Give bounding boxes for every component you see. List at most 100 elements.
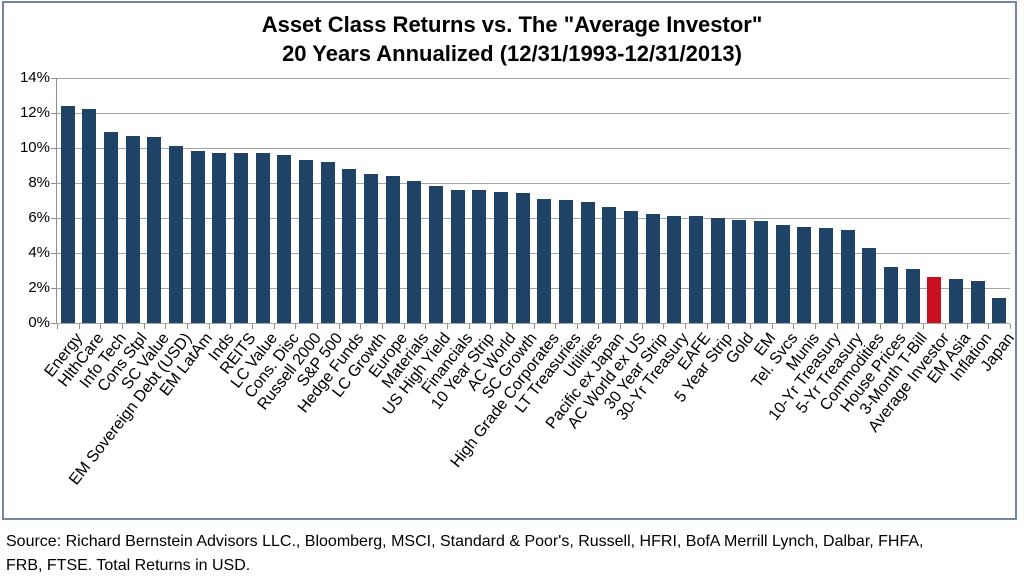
gridline [57,148,1010,149]
bar-15 [386,176,400,323]
source-note-line-2: FRB, FTSE. Total Returns in USD. [6,557,251,574]
x-axis-tick [967,324,968,329]
y-axis-tick-label: 12% [19,104,50,121]
bar-37 [862,248,876,323]
bar-24 [581,202,595,323]
x-axis-tick [447,324,448,329]
chart-title: Asset Class Returns vs. The "Average Inv… [261,12,763,37]
bar-22 [537,199,551,323]
bar-13 [342,169,356,323]
x-axis-tick [923,324,924,329]
bar-10 [277,155,291,323]
bar-8 [234,153,248,323]
x-axis-tick [555,324,556,329]
x-axis-tick [144,324,145,329]
chart-title-block: Asset Class Returns vs. The "Average Inv… [0,10,1024,68]
x-axis-tick [945,324,946,329]
bar-27 [646,214,660,323]
x-axis-tick [469,324,470,329]
x-axis-tick [512,324,513,329]
bar-20 [494,192,508,323]
bar-16 [407,181,421,323]
x-axis-tick [382,324,383,329]
bar-highlight-40 [927,277,941,323]
bar-31 [732,220,746,323]
y-axis-tick [51,183,57,184]
bar-26 [624,211,638,323]
bar-7 [212,153,226,323]
gridline [57,323,1010,324]
gridline [57,113,1010,114]
gridline [57,218,1010,219]
y-axis-tick-label: 2% [28,279,50,296]
bar-36 [841,230,855,323]
x-axis-tick [663,324,664,329]
bar-34 [797,227,811,323]
bar-4 [147,137,161,323]
bar-35 [819,228,833,323]
x-axis-tick [707,324,708,329]
bar-29 [689,216,703,323]
y-axis-tick [51,323,57,324]
y-axis-tick-label: 4% [28,244,50,261]
bar-42 [971,281,985,323]
bar-39 [906,269,920,323]
bar-2 [104,132,118,323]
x-axis-tick [988,324,989,329]
bar-30 [711,218,725,323]
x-axis-tick [274,324,275,329]
x-axis-tick [577,324,578,329]
x-axis-tick [837,324,838,329]
bar-1 [82,109,96,323]
y-axis-tick [51,218,57,219]
bar-28 [667,216,681,323]
x-axis-tick [57,324,58,329]
x-axis-tick [772,324,773,329]
x-axis-tick [685,324,686,329]
x-axis-tick [317,324,318,329]
gridline [57,78,1010,79]
x-axis-tick [100,324,101,329]
bar-11 [299,160,313,323]
y-axis-tick [51,113,57,114]
y-axis-tick [51,253,57,254]
x-axis-tick [404,324,405,329]
x-axis-tick [165,324,166,329]
x-axis-tick [750,324,751,329]
x-axis-tick [360,324,361,329]
y-axis-tick-label: 10% [19,139,50,156]
bar-5 [169,146,183,323]
chart-subtitle: 20 Years Annualized (12/31/1993-12/31/20… [282,41,742,66]
x-axis-tick [187,324,188,329]
gridline [57,253,1010,254]
x-axis-tick [295,324,296,329]
bar-41 [949,279,963,323]
x-axis-tick [252,324,253,329]
gridline [57,288,1010,289]
bar-14 [364,174,378,323]
x-axis-tick [642,324,643,329]
x-axis-tick [728,324,729,329]
y-axis-line [56,78,57,324]
bar-25 [602,207,616,323]
gridline [57,183,1010,184]
x-axis-tick [490,324,491,329]
x-axis-tick [880,324,881,329]
bar-9 [256,153,270,323]
bar-3 [126,136,140,323]
x-axis-tick [339,324,340,329]
bar-12 [321,162,335,323]
x-axis-tick [209,324,210,329]
y-axis-tick [51,78,57,79]
x-axis-tick [902,324,903,329]
bar-6 [191,151,205,323]
bar-19 [472,190,486,323]
bar-38 [884,267,898,323]
y-axis-tick [51,148,57,149]
bar-21 [516,193,530,323]
source-note-line-1: Source: Richard Bernstein Advisors LLC.,… [6,533,924,550]
x-axis-tick [815,324,816,329]
bar-18 [451,190,465,323]
